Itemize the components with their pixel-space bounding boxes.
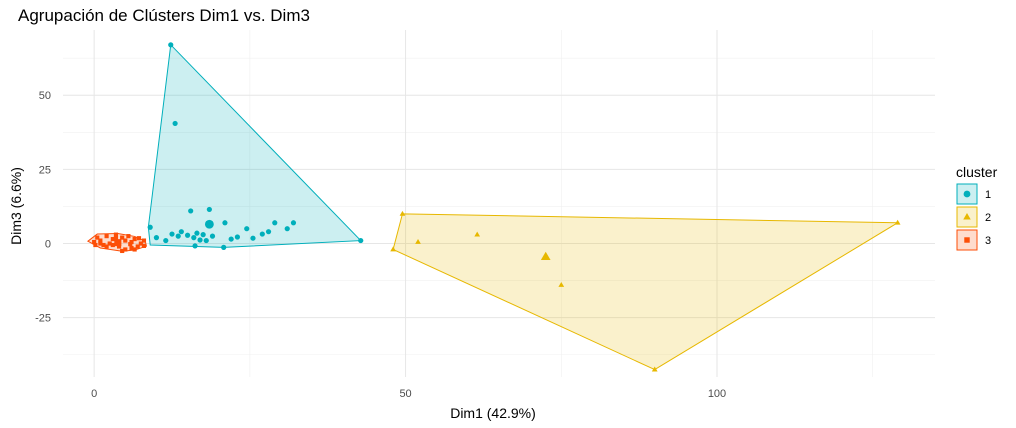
cluster-3-point <box>104 234 109 239</box>
cluster-3-point <box>98 241 103 246</box>
cluster-1-point <box>192 243 198 249</box>
cluster-3-point <box>135 244 140 249</box>
cluster-1-point <box>194 230 200 236</box>
cluster-3-point <box>129 245 134 251</box>
cluster-3-point <box>123 247 128 252</box>
cluster-1-point <box>265 229 272 235</box>
cluster-2-point <box>390 246 396 252</box>
cluster-1-hull <box>147 43 362 248</box>
cluster-points <box>92 42 901 372</box>
y-tick-label: 25 <box>39 164 51 176</box>
cluster-3-point <box>123 238 128 243</box>
x-tick-label: 0 <box>91 388 97 400</box>
x-axis-title: Dim1 (42.9%) <box>450 405 536 421</box>
cluster-3-point <box>113 232 119 237</box>
cluster-3-point <box>101 242 106 248</box>
axis-ticks: 0 50 100 -25 0 25 50 <box>35 90 726 400</box>
cluster-2-hull <box>392 213 900 371</box>
cluster-2-point <box>651 366 658 372</box>
cluster-1-point <box>259 231 265 237</box>
cluster-3-point <box>120 248 125 254</box>
cluster-2-centroid <box>540 251 551 261</box>
cluster-3-point <box>136 236 142 241</box>
cluster-3-point <box>113 236 119 241</box>
cluster-3-point <box>126 234 131 239</box>
cluster-1-point <box>234 234 240 240</box>
cluster-3-point <box>110 237 115 242</box>
y-tick-label: 0 <box>45 239 51 251</box>
cluster-1-point <box>191 235 197 241</box>
y-tick-label: 50 <box>39 90 51 102</box>
legend-marker-2 <box>963 212 971 220</box>
cluster-3-point <box>93 242 98 248</box>
cluster-1-point <box>272 220 278 226</box>
chart-title: Agrupación de Clústers Dim1 vs. Dim3 <box>18 6 310 25</box>
cluster-2-point <box>399 210 406 216</box>
cluster-1-point <box>244 226 250 232</box>
cluster-1-point <box>184 232 191 238</box>
cluster-3-point <box>128 242 133 247</box>
cluster-2-point <box>894 219 901 225</box>
legend-title: cluster <box>956 164 998 180</box>
cluster-1-point <box>153 235 160 241</box>
cluster-1-point <box>228 236 234 242</box>
cluster-1-point <box>221 244 227 250</box>
y-axis-title: Dim3 (6.6%) <box>8 167 24 245</box>
legend-marker-3 <box>964 237 970 243</box>
legend-label-3: 3 <box>985 235 991 247</box>
cluster-hulls <box>86 43 900 371</box>
cluster-1-point <box>203 237 209 244</box>
cluster-1-point <box>197 237 203 243</box>
x-tick-label: 50 <box>399 388 411 400</box>
cluster-3-point <box>132 237 137 242</box>
legend: cluster 1 2 3 <box>956 164 998 251</box>
cluster-3-point <box>92 239 97 245</box>
cluster-1-point <box>284 226 290 232</box>
cluster-3-point <box>141 238 147 243</box>
cluster-1-point <box>175 233 181 239</box>
cluster-3-point <box>120 235 125 240</box>
cluster-1-point <box>168 42 174 48</box>
cluster-1-point <box>206 206 212 213</box>
legend-marker-1 <box>963 190 971 198</box>
cluster-1-point <box>200 232 206 238</box>
cluster-2-point <box>415 238 421 244</box>
cluster-3-point <box>104 244 109 249</box>
cluster-3-point <box>138 241 143 246</box>
cluster-1-point <box>188 208 194 214</box>
cluster-1-centroid <box>204 219 214 229</box>
cluster-3-point <box>107 241 112 246</box>
cluster-2-point <box>474 231 481 237</box>
cluster-3-point <box>98 238 103 243</box>
cluster-3-point <box>132 247 137 252</box>
legend-label-2: 2 <box>985 212 991 224</box>
cluster-1-point <box>172 120 178 127</box>
legend-label-1: 1 <box>985 189 991 201</box>
cluster-1-point <box>209 233 216 239</box>
cluster-1-point <box>169 231 175 237</box>
cluster-2-point <box>558 281 565 287</box>
cluster-3-point <box>110 242 115 248</box>
cluster-1-point <box>163 237 169 244</box>
cluster-3-point <box>116 244 122 249</box>
x-tick-label: 100 <box>708 388 726 400</box>
cluster-3-point <box>95 235 100 240</box>
grid-lines <box>63 30 935 377</box>
cluster-1-point <box>250 235 256 241</box>
cluster-1-point <box>290 220 297 226</box>
cluster-1-point <box>178 229 184 235</box>
cluster-3-centroid <box>114 239 122 247</box>
cluster-1-point <box>358 237 364 244</box>
cluster-1-point <box>222 220 228 226</box>
y-tick-label: -25 <box>35 313 51 325</box>
cluster-3-point <box>141 243 147 248</box>
cluster-1-point <box>147 224 153 230</box>
